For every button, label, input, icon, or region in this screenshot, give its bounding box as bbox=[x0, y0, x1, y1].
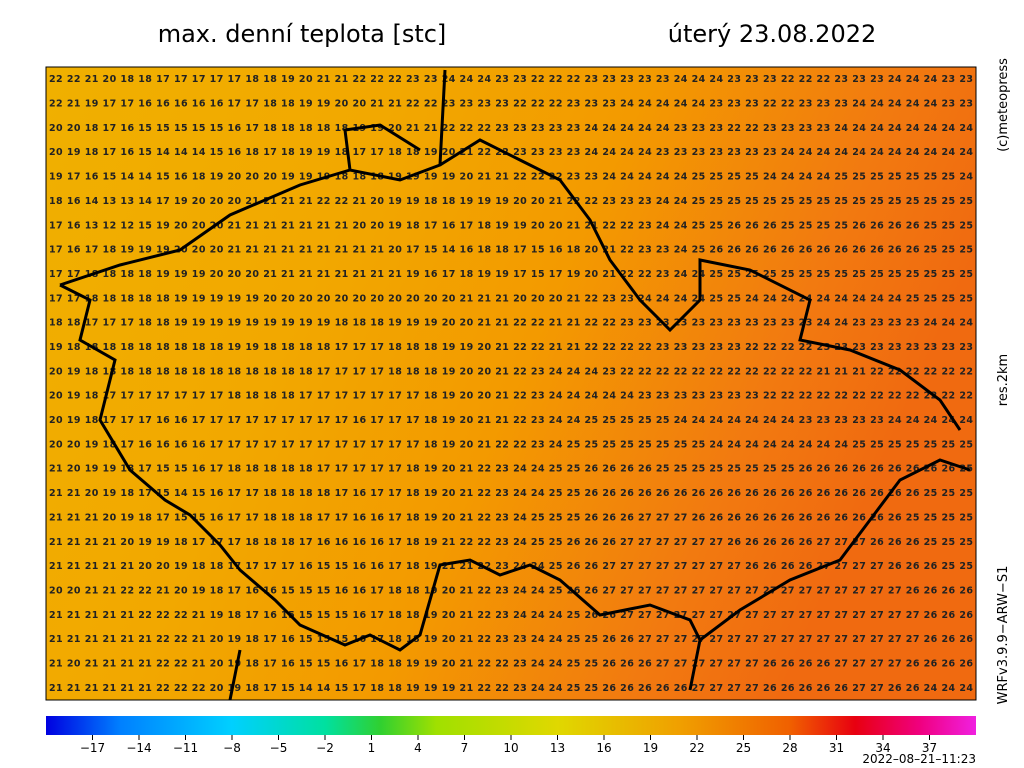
grid-row: 21 20 21 21 21 21 22 22 21 20 19 18 17 1… bbox=[49, 658, 973, 669]
grid-row: 17 17 18 18 18 18 18 19 19 19 19 19 20 2… bbox=[49, 293, 973, 304]
grid-row: 20 20 21 21 22 22 21 20 19 18 17 16 16 1… bbox=[49, 585, 973, 596]
colorbar-label: 16 bbox=[596, 741, 611, 755]
grid-row: 20 19 18 18 18 18 18 18 18 18 18 18 18 1… bbox=[49, 366, 973, 377]
grid-row: 19 18 18 18 18 18 18 18 18 18 19 19 18 1… bbox=[49, 342, 973, 353]
side-label: WRFv3.9.9−ARW−S1 bbox=[996, 566, 1011, 705]
grid-row: 17 16 13 12 12 15 19 20 20 20 21 21 21 2… bbox=[49, 220, 973, 231]
colorbar-label: 25 bbox=[736, 741, 751, 755]
grid-row: 20 19 18 17 17 17 17 17 17 17 18 18 18 1… bbox=[49, 391, 973, 402]
grid-row: 22 21 19 17 17 16 16 16 16 16 17 17 18 1… bbox=[49, 99, 973, 110]
grid-row: 19 17 16 15 14 14 15 16 18 19 20 20 20 1… bbox=[49, 172, 973, 183]
borders bbox=[59, 69, 971, 701]
timestamp: 2022–08–21–11:23 bbox=[862, 752, 976, 766]
grid-row: 21 20 19 19 18 17 15 15 16 17 18 18 18 1… bbox=[49, 464, 973, 475]
grid-row: 20 19 18 17 16 15 14 14 14 15 16 18 17 1… bbox=[49, 147, 973, 158]
colorbar-label: 34 bbox=[875, 741, 890, 755]
grid-row: 20 20 18 17 16 15 15 15 15 15 16 17 18 1… bbox=[49, 123, 973, 134]
colorbar-label: 4 bbox=[414, 741, 422, 755]
grid-row: 20 19 18 17 17 17 16 16 17 17 17 17 17 1… bbox=[49, 415, 973, 426]
side-label: res.2km bbox=[996, 354, 1011, 406]
grid-row: 18 16 14 13 13 14 17 19 20 20 20 21 21 2… bbox=[49, 196, 973, 207]
map-area bbox=[45, 66, 977, 701]
colorbar-label: −11 bbox=[173, 741, 198, 755]
grid-row: 21 21 21 21 21 20 20 19 18 18 17 17 17 1… bbox=[49, 561, 973, 572]
date: úterý 23.08.2022 bbox=[668, 20, 877, 48]
colorbar-label: 28 bbox=[782, 741, 797, 755]
colorbar-label: −2 bbox=[316, 741, 334, 755]
colorbar-label: 13 bbox=[550, 741, 565, 755]
colorbar-label: −17 bbox=[80, 741, 105, 755]
colorbar-label: 31 bbox=[829, 741, 844, 755]
colorbar-label: 1 bbox=[368, 741, 376, 755]
colorbar-label: 7 bbox=[461, 741, 469, 755]
colorbar-label: −14 bbox=[126, 741, 151, 755]
colorbar-label: −5 bbox=[270, 741, 288, 755]
grid-row: 17 16 17 18 19 19 19 20 20 20 21 21 21 2… bbox=[49, 245, 973, 256]
grid-row: 17 17 18 18 18 18 19 19 19 20 20 20 21 2… bbox=[49, 269, 973, 280]
grid-row: 20 20 19 18 17 16 16 16 16 17 17 17 17 1… bbox=[49, 439, 973, 450]
grid-row: 21 21 21 21 21 21 22 22 22 20 19 18 17 1… bbox=[49, 683, 973, 694]
grid-row: 21 21 20 19 18 17 15 14 15 16 17 17 18 1… bbox=[49, 488, 973, 499]
colorbar-label: 37 bbox=[922, 741, 937, 755]
colorbar-label: 19 bbox=[643, 741, 658, 755]
grid-row: 21 21 21 20 19 18 17 15 15 16 17 17 18 1… bbox=[49, 512, 973, 523]
colorbar-label: 10 bbox=[503, 741, 518, 755]
colorbar-label: −8 bbox=[223, 741, 241, 755]
grid-row: 22 22 21 20 18 18 17 17 17 17 17 18 18 1… bbox=[49, 74, 973, 85]
grid-row: 21 21 21 21 21 21 22 22 21 20 19 18 17 1… bbox=[49, 634, 973, 645]
grid-row: 21 21 21 21 20 19 19 18 17 17 17 18 18 1… bbox=[49, 537, 973, 548]
grid-row: 18 18 17 17 17 18 18 19 19 19 19 19 19 1… bbox=[49, 318, 973, 329]
title: max. denní teplota [stc] bbox=[158, 20, 447, 48]
side-label: (c)meteopress bbox=[996, 58, 1011, 152]
colorbar bbox=[46, 716, 976, 735]
grid-row: 21 21 21 21 21 22 22 22 21 19 18 17 16 1… bbox=[49, 610, 973, 621]
colorbar-label: 22 bbox=[689, 741, 704, 755]
